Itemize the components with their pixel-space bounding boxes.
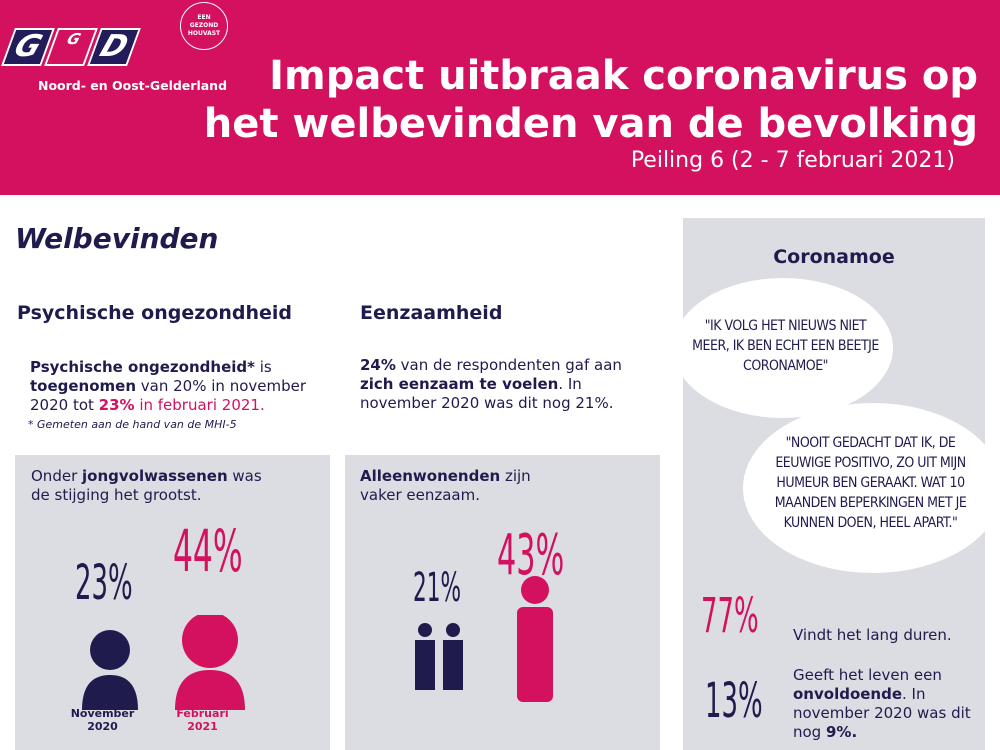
coronamoe-heading: Coronamoe xyxy=(773,246,895,268)
psych-box-text: Onder jongvolwassenen was de stijging he… xyxy=(31,467,262,504)
label-februari: Februari 2021 xyxy=(176,707,229,733)
eenzaam-box-text: Alleenwonenden zijn vaker eenzaam. xyxy=(360,467,531,504)
seal-logo: EEN GEZOND HOUVAST xyxy=(180,2,228,50)
page-title: Impact uitbraak coronavirus op het welbev… xyxy=(203,53,978,147)
eenzaam-text: 24% van de respondenten gaf aan zich een… xyxy=(360,356,622,412)
quote-1: "Ik volg het nieuws niet meer, ik ben ec… xyxy=(692,318,879,374)
stressed-person-icons xyxy=(82,615,245,710)
eenzaam-box: Alleenwonenden zijn vaker eenzaam. 21% 4… xyxy=(345,455,660,750)
value-samenwonend: 21% xyxy=(413,565,461,611)
quote-bubble-1 xyxy=(673,278,893,418)
stat-77-text: Vindt het lang duren. xyxy=(793,626,952,644)
region-name: Noord- en Oost-Gelderland xyxy=(38,78,228,93)
label-november: November 2020 xyxy=(70,707,135,733)
section-title: Welbevinden xyxy=(15,222,219,255)
stat-13: 13% xyxy=(705,673,763,729)
stat-13-text: Geeft het leven een onvoldoende. In nove… xyxy=(793,666,971,741)
psych-box: Onder jongvolwassenen was de stijging he… xyxy=(15,455,330,750)
page-subtitle: Peiling 6 (2 - 7 februari 2021) xyxy=(630,148,955,173)
footnote: * Gemeten aan de hand van de MHI-5 xyxy=(28,418,237,431)
quote-bubble-2 xyxy=(743,403,1000,573)
psych-heading: Psychische ongezondheid xyxy=(17,302,293,324)
coronamoe-panel: Coronamoe "Ik volg het nieuws niet meer,… xyxy=(673,218,1000,750)
quote-2: "Nooit gedacht dat ik, de eeuwige positi… xyxy=(774,435,967,531)
eenzaam-heading: Eenzaamheid xyxy=(360,302,503,324)
value-november: 23% xyxy=(75,555,133,611)
psych-text: Psychische ongezondheid* is toegenomen v… xyxy=(30,358,307,414)
person-icons xyxy=(415,576,553,702)
value-februari: 44% xyxy=(173,517,243,585)
stat-77: 77% xyxy=(701,588,759,644)
